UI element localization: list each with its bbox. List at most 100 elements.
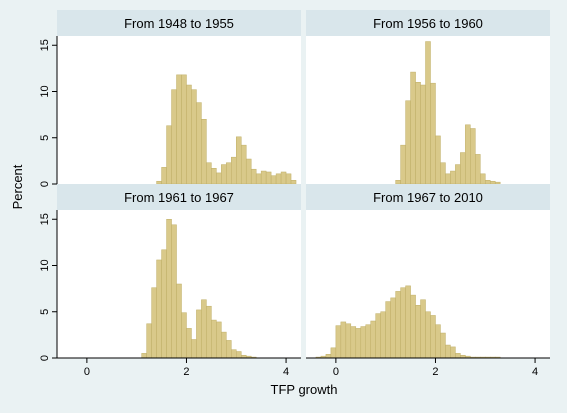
histogram-bar: [365, 324, 371, 359]
histogram-bar: [410, 71, 416, 185]
histogram-bar: [415, 305, 421, 359]
panel-header: [306, 10, 550, 36]
y-tick-label: 15: [39, 39, 51, 51]
histogram-bar: [206, 162, 212, 185]
histogram-bar: [420, 84, 426, 185]
histogram-bar: [280, 171, 287, 185]
histogram-bar: [161, 167, 167, 185]
histogram-bar: [176, 74, 182, 185]
histogram-bar: [161, 249, 167, 359]
histogram-bar: [435, 324, 441, 359]
histogram-bar: [375, 313, 381, 359]
panel-title: From 1956 to 1960: [373, 16, 483, 31]
histogram-bar: [425, 311, 431, 359]
histogram-bar: [390, 297, 396, 359]
histogram-bar: [236, 136, 242, 185]
histogram-bar: [270, 175, 277, 185]
histogram-bar: [400, 144, 406, 185]
x-tick-label: 4: [283, 366, 289, 378]
histogram-bar: [405, 285, 411, 359]
histogram-bar: [171, 89, 177, 185]
histogram-bar: [445, 344, 451, 359]
histogram-bar: [260, 170, 267, 185]
histogram-bar: [475, 154, 481, 185]
histogram-bar: [415, 82, 421, 185]
histogram-bar: [191, 339, 197, 359]
histogram-bar: [221, 331, 227, 359]
histogram-bar: [290, 180, 297, 185]
histogram-bar: [275, 173, 282, 185]
histogram-bar: [435, 135, 441, 185]
histogram-bar: [494, 181, 501, 185]
histogram-bar: [325, 354, 332, 359]
histogram-bar: [171, 224, 177, 359]
histogram-bar: [350, 326, 357, 359]
histogram-bar: [450, 170, 456, 185]
histogram-bar: [196, 102, 202, 185]
histogram-bar: [250, 168, 257, 185]
x-axis-label: TFP growth: [271, 382, 338, 397]
histogram-bar: [191, 89, 197, 185]
x-tick-label: 4: [532, 366, 538, 378]
histogram-bar: [156, 259, 162, 359]
histogram-bar: [410, 294, 416, 359]
panel-title: From 1948 to 1955: [124, 16, 234, 31]
histogram-bar: [330, 347, 337, 359]
histogram-bar: [405, 100, 411, 185]
histogram-bar: [380, 311, 386, 359]
histogram-bar: [156, 180, 162, 185]
histogram-bar: [176, 283, 182, 359]
panel-title: From 1961 to 1967: [124, 190, 234, 205]
histogram-bar: [186, 328, 192, 359]
x-tick-label: 2: [432, 366, 438, 378]
histogram-bar: [420, 299, 426, 359]
y-tick-label: 10: [39, 259, 51, 271]
histogram-bars: [395, 41, 501, 185]
histogram-bar: [201, 119, 207, 185]
histogram-bar: [181, 312, 187, 359]
histogram-panel-1: From 1948 to 1955 0 5 10 15: [39, 10, 301, 187]
histogram-bar: [146, 323, 152, 359]
histogram-bar: [355, 328, 362, 359]
histogram-panel-3: From 1961 to 1967 0 5 10 15 0 2 4: [39, 184, 301, 378]
histogram-bar: [211, 319, 217, 359]
histogram-bar: [489, 180, 496, 185]
histogram-bar: [255, 173, 262, 185]
histogram-bar: [216, 172, 222, 185]
histogram-bar: [285, 173, 292, 185]
histogram-bar: [370, 320, 376, 359]
panel-header: [57, 184, 301, 210]
histogram-bar: [231, 349, 237, 359]
histogram-bar: [186, 84, 192, 185]
histogram-bar: [221, 164, 227, 185]
histogram-bar: [335, 325, 342, 359]
x-tick-label: 0: [333, 366, 339, 378]
y-tick-label: 5: [39, 309, 51, 315]
histogram-bar: [480, 173, 486, 185]
x-tick-label: 2: [183, 366, 189, 378]
histogram-bar: [226, 162, 232, 185]
panel-header: [306, 184, 550, 210]
histogram-bar: [226, 340, 232, 359]
y-tick-label: 10: [39, 85, 51, 97]
histogram-bar: [360, 326, 367, 359]
histogram-bar: [395, 180, 401, 185]
histogram-bar: [206, 305, 212, 359]
histogram-bar: [450, 346, 456, 359]
histogram-bar: [460, 152, 466, 185]
histogram-bar: [400, 287, 406, 359]
histogram-bar: [485, 180, 491, 185]
histogram-bar: [395, 291, 401, 359]
histogram-panel-4: From 1967 to 2010 0 2 4: [306, 184, 550, 378]
histogram-bar: [455, 164, 461, 185]
y-tick-label: 0: [39, 355, 51, 361]
histogram-bar: [166, 125, 172, 185]
histogram-bar: [455, 353, 461, 359]
histogram-bar: [385, 301, 391, 359]
histogram-bar: [465, 124, 471, 185]
histogram-bar: [231, 156, 237, 185]
histogram-bar: [151, 287, 157, 359]
histogram-bar: [141, 353, 147, 359]
histogram-bar: [240, 144, 247, 185]
